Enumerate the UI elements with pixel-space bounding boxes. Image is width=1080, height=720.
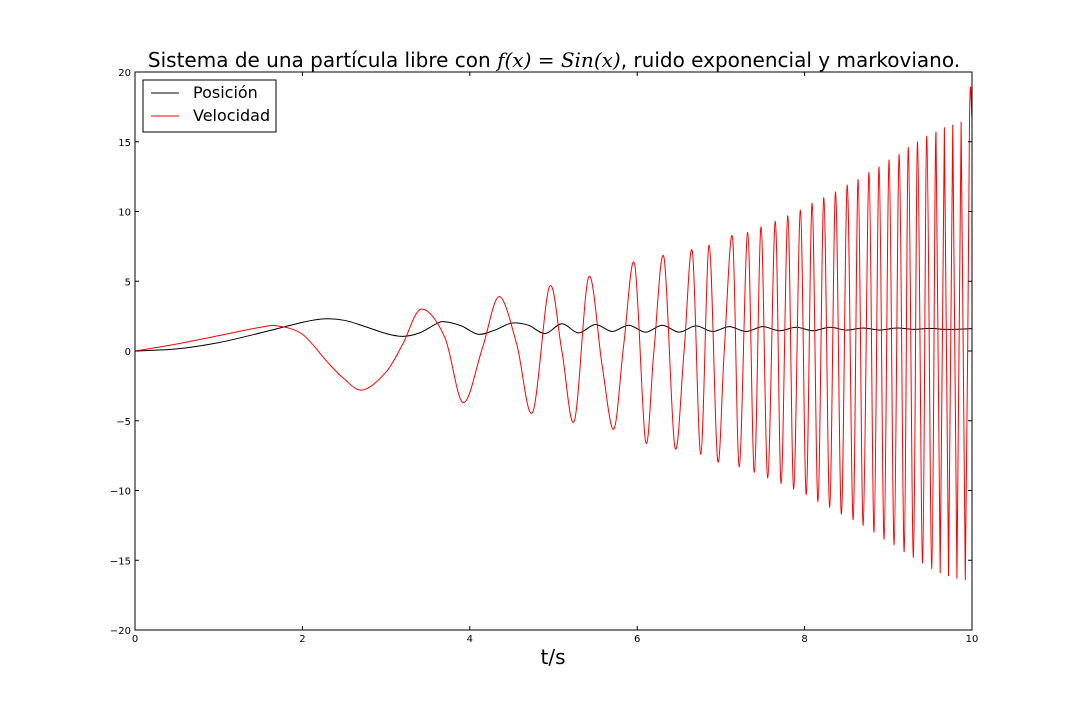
y-tick-label: −20 [110, 626, 131, 637]
x-tick-label: 6 [634, 634, 640, 645]
series-group [135, 86, 972, 581]
legend-label-posicion: Posición [193, 83, 258, 102]
chart-title-suffix: , ruido exponencial y markoviano. [621, 48, 960, 72]
chart-title-prefix: Sistema de una partícula libre con [148, 48, 497, 72]
y-tick-label: 5 [125, 277, 131, 288]
chart-title-math: f(x) = Sin(x) [495, 48, 621, 72]
x-tick-label: 10 [966, 634, 979, 645]
legend: Posición Velocidad [142, 79, 277, 133]
y-tick-label: 0 [125, 347, 131, 358]
legend-box [142, 79, 277, 133]
x-tick-label: 4 [467, 634, 473, 645]
x-tick-label: 0 [132, 634, 138, 645]
y-tick-label: −10 [110, 487, 131, 498]
y-tick-label: 15 [118, 138, 131, 149]
y-tick-label: −15 [110, 556, 131, 567]
chart-title: Sistema de una partícula libre con f(x) … [148, 48, 960, 72]
y-axis-ticks: −20 −15 −10 −5 0 5 10 15 20 [110, 68, 972, 637]
y-tick-label: 10 [118, 208, 131, 219]
x-axis-ticks: 0 2 4 6 8 10 [132, 72, 979, 645]
legend-label-velocidad: Velocidad [193, 106, 270, 125]
y-tick-label: −5 [116, 417, 131, 428]
x-tick-label: 8 [801, 634, 807, 645]
series-line-velocidad [135, 86, 972, 581]
x-axis-label: t/s [541, 645, 566, 669]
x-tick-label: 2 [299, 634, 305, 645]
y-tick-label: 20 [118, 68, 131, 79]
